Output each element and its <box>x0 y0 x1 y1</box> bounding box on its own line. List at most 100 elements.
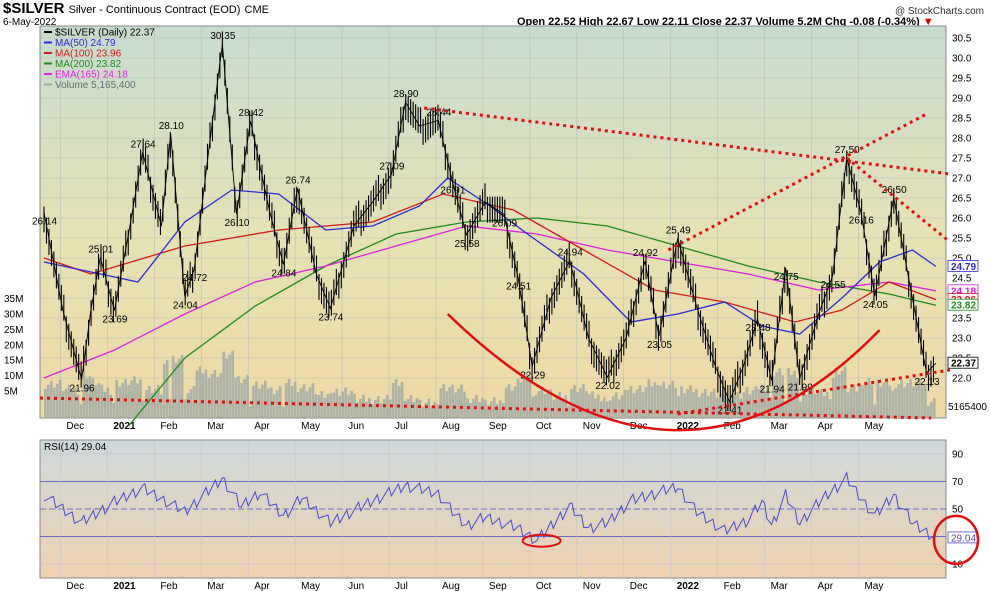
volume-bar <box>463 391 466 418</box>
price-tick-label: 29.0 <box>952 94 972 105</box>
volume-bar <box>683 393 686 418</box>
volume-bar <box>790 374 793 418</box>
volume-bar <box>650 386 654 418</box>
right-value-label: 24.18 <box>951 286 976 297</box>
rsi-tick-label: 90 <box>952 449 964 460</box>
volume-bar <box>582 384 585 418</box>
rsi-x-tick-label: Nov <box>583 581 601 591</box>
volume-bar <box>811 386 814 418</box>
volume-bar <box>486 405 490 418</box>
volume-bar <box>662 381 666 418</box>
volume-bar <box>103 391 107 418</box>
price-tick-label: 27.0 <box>952 174 972 185</box>
volume-bar <box>611 396 615 418</box>
volume-bar <box>492 397 496 418</box>
volume-bar <box>528 381 532 418</box>
rsi-x-tick-label: May <box>864 581 883 591</box>
volume-bar <box>284 382 288 418</box>
volume-bar <box>793 370 796 418</box>
volume-bar <box>929 401 933 418</box>
volume-bar <box>802 387 805 418</box>
volume-bar <box>266 388 270 418</box>
volume-bar <box>525 374 529 418</box>
volume-bar <box>671 380 674 418</box>
price-panel: 22.022.523.023.524.024.525.025.526.026.5… <box>4 25 987 432</box>
volume-bar <box>198 366 202 418</box>
volume-bar <box>201 373 205 418</box>
volume-bar <box>689 385 692 418</box>
ma50-line <box>43 177 937 335</box>
price-annotation: 24.92 <box>633 248 658 259</box>
price-tick-label: 25.5 <box>952 234 972 245</box>
volume-bar <box>501 403 505 418</box>
price-x-tick-label: Feb <box>160 421 178 432</box>
volume-bar <box>162 363 166 418</box>
volume-bar <box>234 377 237 418</box>
volume-bar <box>58 379 62 418</box>
volume-bar <box>445 391 449 418</box>
volume-bar <box>629 386 633 418</box>
price-tick-label: 26.0 <box>952 214 972 225</box>
volume-bar <box>314 394 318 418</box>
volume-bar <box>903 387 906 418</box>
volume-bar <box>704 388 707 418</box>
volume-bar <box>356 402 359 418</box>
rsi-x-tick-label: May <box>301 581 320 591</box>
volume-bar <box>85 378 89 418</box>
volume-bar <box>469 402 472 418</box>
price-annotation: 24.94 <box>558 247 583 258</box>
price-annotation: 24.55 <box>821 280 846 291</box>
volume-bar <box>736 391 740 418</box>
right-value-box <box>947 298 979 311</box>
price-annotation: 26.50 <box>882 185 907 196</box>
volume-bar <box>183 399 187 418</box>
volume-bar <box>674 387 677 418</box>
volume-bar <box>876 379 880 418</box>
volume-bar <box>421 406 425 418</box>
volume-bar <box>614 392 618 418</box>
volume-bar <box>653 382 657 418</box>
volume-bar <box>222 351 226 418</box>
volume-bar <box>353 393 356 418</box>
volume-bar <box>834 367 838 418</box>
volume-bar <box>641 392 645 418</box>
price-annotation: 23.69 <box>102 314 127 325</box>
volume-bar <box>365 401 368 418</box>
rsi-x-tick-label: Apr <box>254 581 270 591</box>
volume-bar <box>668 384 672 418</box>
price-annotation: 24.75 <box>774 272 799 283</box>
rsi-x-tick-label: Feb <box>724 581 742 591</box>
price-tick-label: 23.0 <box>952 334 972 345</box>
price-tick-label: 24.5 <box>952 274 972 285</box>
falling-trendline <box>845 156 951 244</box>
rsi-x-tick-label: Oct <box>536 581 552 591</box>
price-x-tick-label: Mar <box>207 421 225 432</box>
volume-bar <box>240 383 243 418</box>
price-annotation: 21.99 <box>788 382 813 393</box>
price-tick-label: 25.0 <box>952 254 972 265</box>
instrument-name: Silver - Continuous Contract (EOD) <box>68 4 241 16</box>
price-tick-label: 22.0 <box>952 374 972 385</box>
price-annotation: 24.04 <box>173 300 198 311</box>
volume-bar <box>139 379 142 418</box>
volume-bar <box>433 401 437 418</box>
volume-bar <box>94 385 98 418</box>
volume-bar <box>924 385 927 418</box>
price-annotation: 24.84 <box>271 268 296 279</box>
ema165-line <box>43 225 937 379</box>
volume-bar <box>715 397 719 418</box>
price-tick-label: 30.5 <box>952 34 972 45</box>
volume-bar <box>302 384 306 418</box>
price-x-tick-label: Mar <box>771 421 789 432</box>
volume-bar <box>769 397 773 418</box>
volume-bar <box>115 379 119 418</box>
rsi-legend: RSI(14) 29.04 <box>44 442 107 453</box>
ohlc-text: Open 22.52 High 22.67 Low 22.11 Close 22… <box>517 16 920 28</box>
volume-bar <box>308 387 312 418</box>
volume-bar <box>805 394 808 418</box>
volume-bar <box>397 385 401 418</box>
chart-symbol: $SILVER Silver - Continuous Contract (EO… <box>3 0 269 17</box>
volume-bar <box>620 395 624 418</box>
volume-bar <box>49 380 53 418</box>
